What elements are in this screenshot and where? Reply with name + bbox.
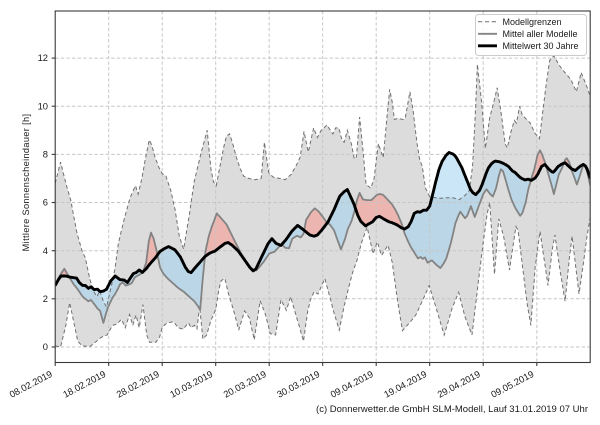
- svg-text:Mittelwert 30 Jahre: Mittelwert 30 Jahre: [503, 41, 579, 51]
- svg-text:4: 4: [43, 245, 48, 256]
- svg-text:2: 2: [43, 293, 48, 304]
- svg-text:8: 8: [43, 149, 48, 160]
- svg-text:12: 12: [38, 52, 48, 63]
- svg-text:0: 0: [43, 341, 48, 352]
- svg-text:Mittlere Sonnenscheindauer [h]: Mittlere Sonnenscheindauer [h]: [21, 114, 31, 252]
- svg-text:(c) Donnerwetter.de GmbH SLM-M: (c) Donnerwetter.de GmbH SLM-Modell, Lau…: [316, 404, 588, 415]
- svg-text:6: 6: [43, 197, 48, 208]
- svg-text:Modellgrenzen: Modellgrenzen: [503, 17, 562, 27]
- svg-text:Mittel aller Modelle: Mittel aller Modelle: [503, 29, 578, 39]
- svg-text:10: 10: [38, 100, 48, 111]
